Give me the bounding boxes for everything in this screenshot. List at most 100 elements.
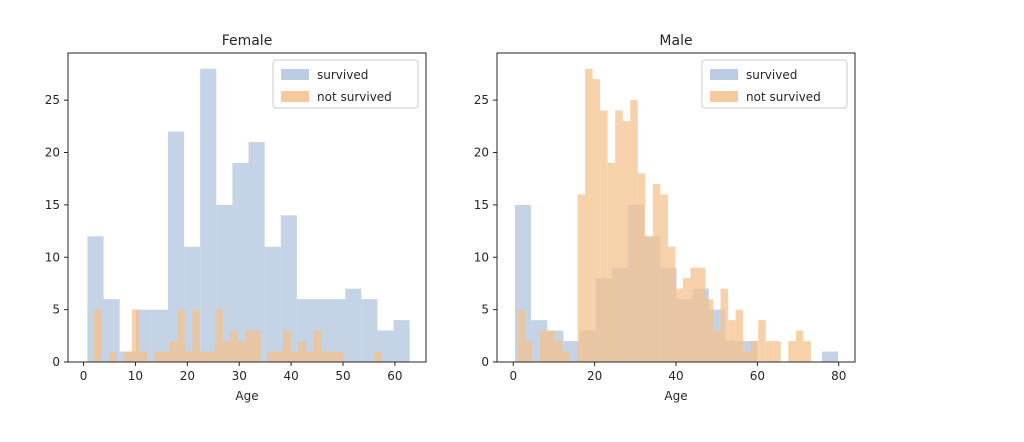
histogram-bar — [264, 246, 281, 362]
histogram-bar — [765, 341, 774, 362]
y-tick-label: 25 — [474, 93, 489, 107]
x-tick-label: 40 — [283, 369, 298, 383]
y-tick-label: 20 — [474, 146, 489, 160]
histogram-bar — [630, 100, 638, 362]
series-1 — [93, 309, 382, 362]
histogram-bar — [321, 351, 329, 362]
x-axis-label: Age — [235, 389, 258, 403]
legend-label: survived — [317, 68, 368, 82]
histogram-bar — [345, 288, 362, 362]
histogram-bar — [162, 351, 170, 362]
histogram-bar — [539, 330, 548, 362]
x-tick-label: 60 — [750, 369, 765, 383]
legend-swatch — [281, 91, 309, 102]
histogram-bar — [667, 246, 676, 362]
x-tick-label: 20 — [587, 369, 602, 383]
histogram-bar — [93, 309, 102, 362]
histogram-bar — [280, 215, 297, 362]
histogram-bar — [328, 351, 337, 362]
histogram-bar — [222, 341, 231, 362]
y-tick-label: 5 — [481, 303, 489, 317]
x-tick-label: 30 — [232, 369, 247, 383]
histogram-bar — [652, 183, 661, 362]
x-tick-label: 50 — [335, 369, 350, 383]
histogram-bar — [615, 110, 623, 362]
histogram-bar — [517, 309, 525, 362]
histogram-bar — [192, 309, 200, 362]
histogram-bar — [207, 351, 216, 362]
histogram-bar — [735, 309, 744, 362]
histogram-bar — [592, 79, 601, 362]
histogram-bar — [645, 236, 653, 362]
histogram-bar — [109, 351, 117, 362]
histogram-bar — [554, 341, 563, 362]
histogram-bar — [585, 68, 593, 363]
histogram-bar — [713, 330, 721, 362]
chart-title: Male — [659, 33, 692, 49]
histogram-bar — [697, 267, 706, 362]
y-tick-label: 25 — [45, 93, 60, 107]
x-tick-label: 0 — [509, 369, 517, 383]
histogram-bar — [821, 351, 839, 362]
histogram-bar — [773, 341, 781, 362]
histogram-bar — [230, 330, 238, 362]
histogram-bar — [215, 309, 223, 362]
legend-frame — [272, 59, 419, 109]
x-tick-label: 20 — [180, 369, 195, 383]
legend-swatch — [710, 91, 738, 102]
histogram-bar — [199, 351, 208, 362]
histogram-bar — [151, 309, 168, 362]
histogram-bar — [705, 299, 714, 362]
histogram-bar — [253, 330, 261, 362]
histogram-bar — [177, 309, 185, 362]
histogram-bar — [329, 299, 346, 362]
histogram-bar — [184, 351, 193, 362]
histogram-bar — [283, 330, 291, 362]
histogram-bar — [135, 309, 152, 362]
histogram-bar — [336, 351, 344, 362]
histogram-bar — [758, 320, 766, 362]
histogram-bar — [374, 351, 382, 362]
x-tick-label: 40 — [668, 369, 683, 383]
x-tick-label: 0 — [80, 369, 88, 383]
legend-frame — [701, 59, 848, 109]
histogram-bar — [750, 341, 759, 362]
legend-swatch — [710, 69, 738, 80]
histogram-bar — [622, 121, 631, 362]
subplot-1: 0 20 40 60 80 0 5 10 15 20 25 Male Age survived not su… — [474, 33, 856, 403]
y-tick-label: 10 — [474, 250, 489, 264]
histogram-bar — [393, 320, 410, 362]
histogram-bar — [577, 194, 586, 362]
legend: survived not survived — [272, 59, 419, 109]
axes-frame — [67, 52, 427, 363]
legend-swatch — [281, 69, 309, 80]
histogram-bar — [607, 162, 616, 362]
histogram-bar — [298, 341, 307, 362]
x-tick-label: 80 — [831, 369, 846, 383]
histogram-bar — [167, 131, 185, 362]
histogram-bar — [361, 299, 378, 362]
histogram-bar — [290, 351, 299, 362]
legend-label: survived — [746, 68, 797, 82]
histogram-bar — [139, 351, 147, 362]
x-axis-label: Age — [664, 389, 687, 403]
histogram-bar — [268, 351, 276, 362]
legend-label: not survived — [746, 90, 821, 104]
histogram-bar — [803, 341, 811, 362]
subplot-0: 0 10 20 30 40 50 60 0 5 10 15 20 25 Female Age survived… — [45, 33, 427, 403]
legend-label: not survived — [317, 90, 392, 104]
histogram-bar — [682, 278, 691, 362]
histogram-bar — [237, 341, 246, 362]
histogram-bar — [788, 341, 796, 362]
histogram-bar — [124, 351, 132, 362]
histogram-bar — [154, 351, 163, 362]
y-tick-label: 10 — [45, 250, 60, 264]
series-0 — [87, 68, 410, 363]
histogram-bar — [169, 341, 178, 362]
y-tick-label: 15 — [45, 198, 60, 212]
histogram-bar — [728, 320, 736, 362]
y-tick-label: 15 — [474, 198, 489, 212]
histogram-bar — [524, 341, 533, 362]
histogram-bar — [795, 330, 804, 362]
histogram-bar — [637, 173, 646, 362]
